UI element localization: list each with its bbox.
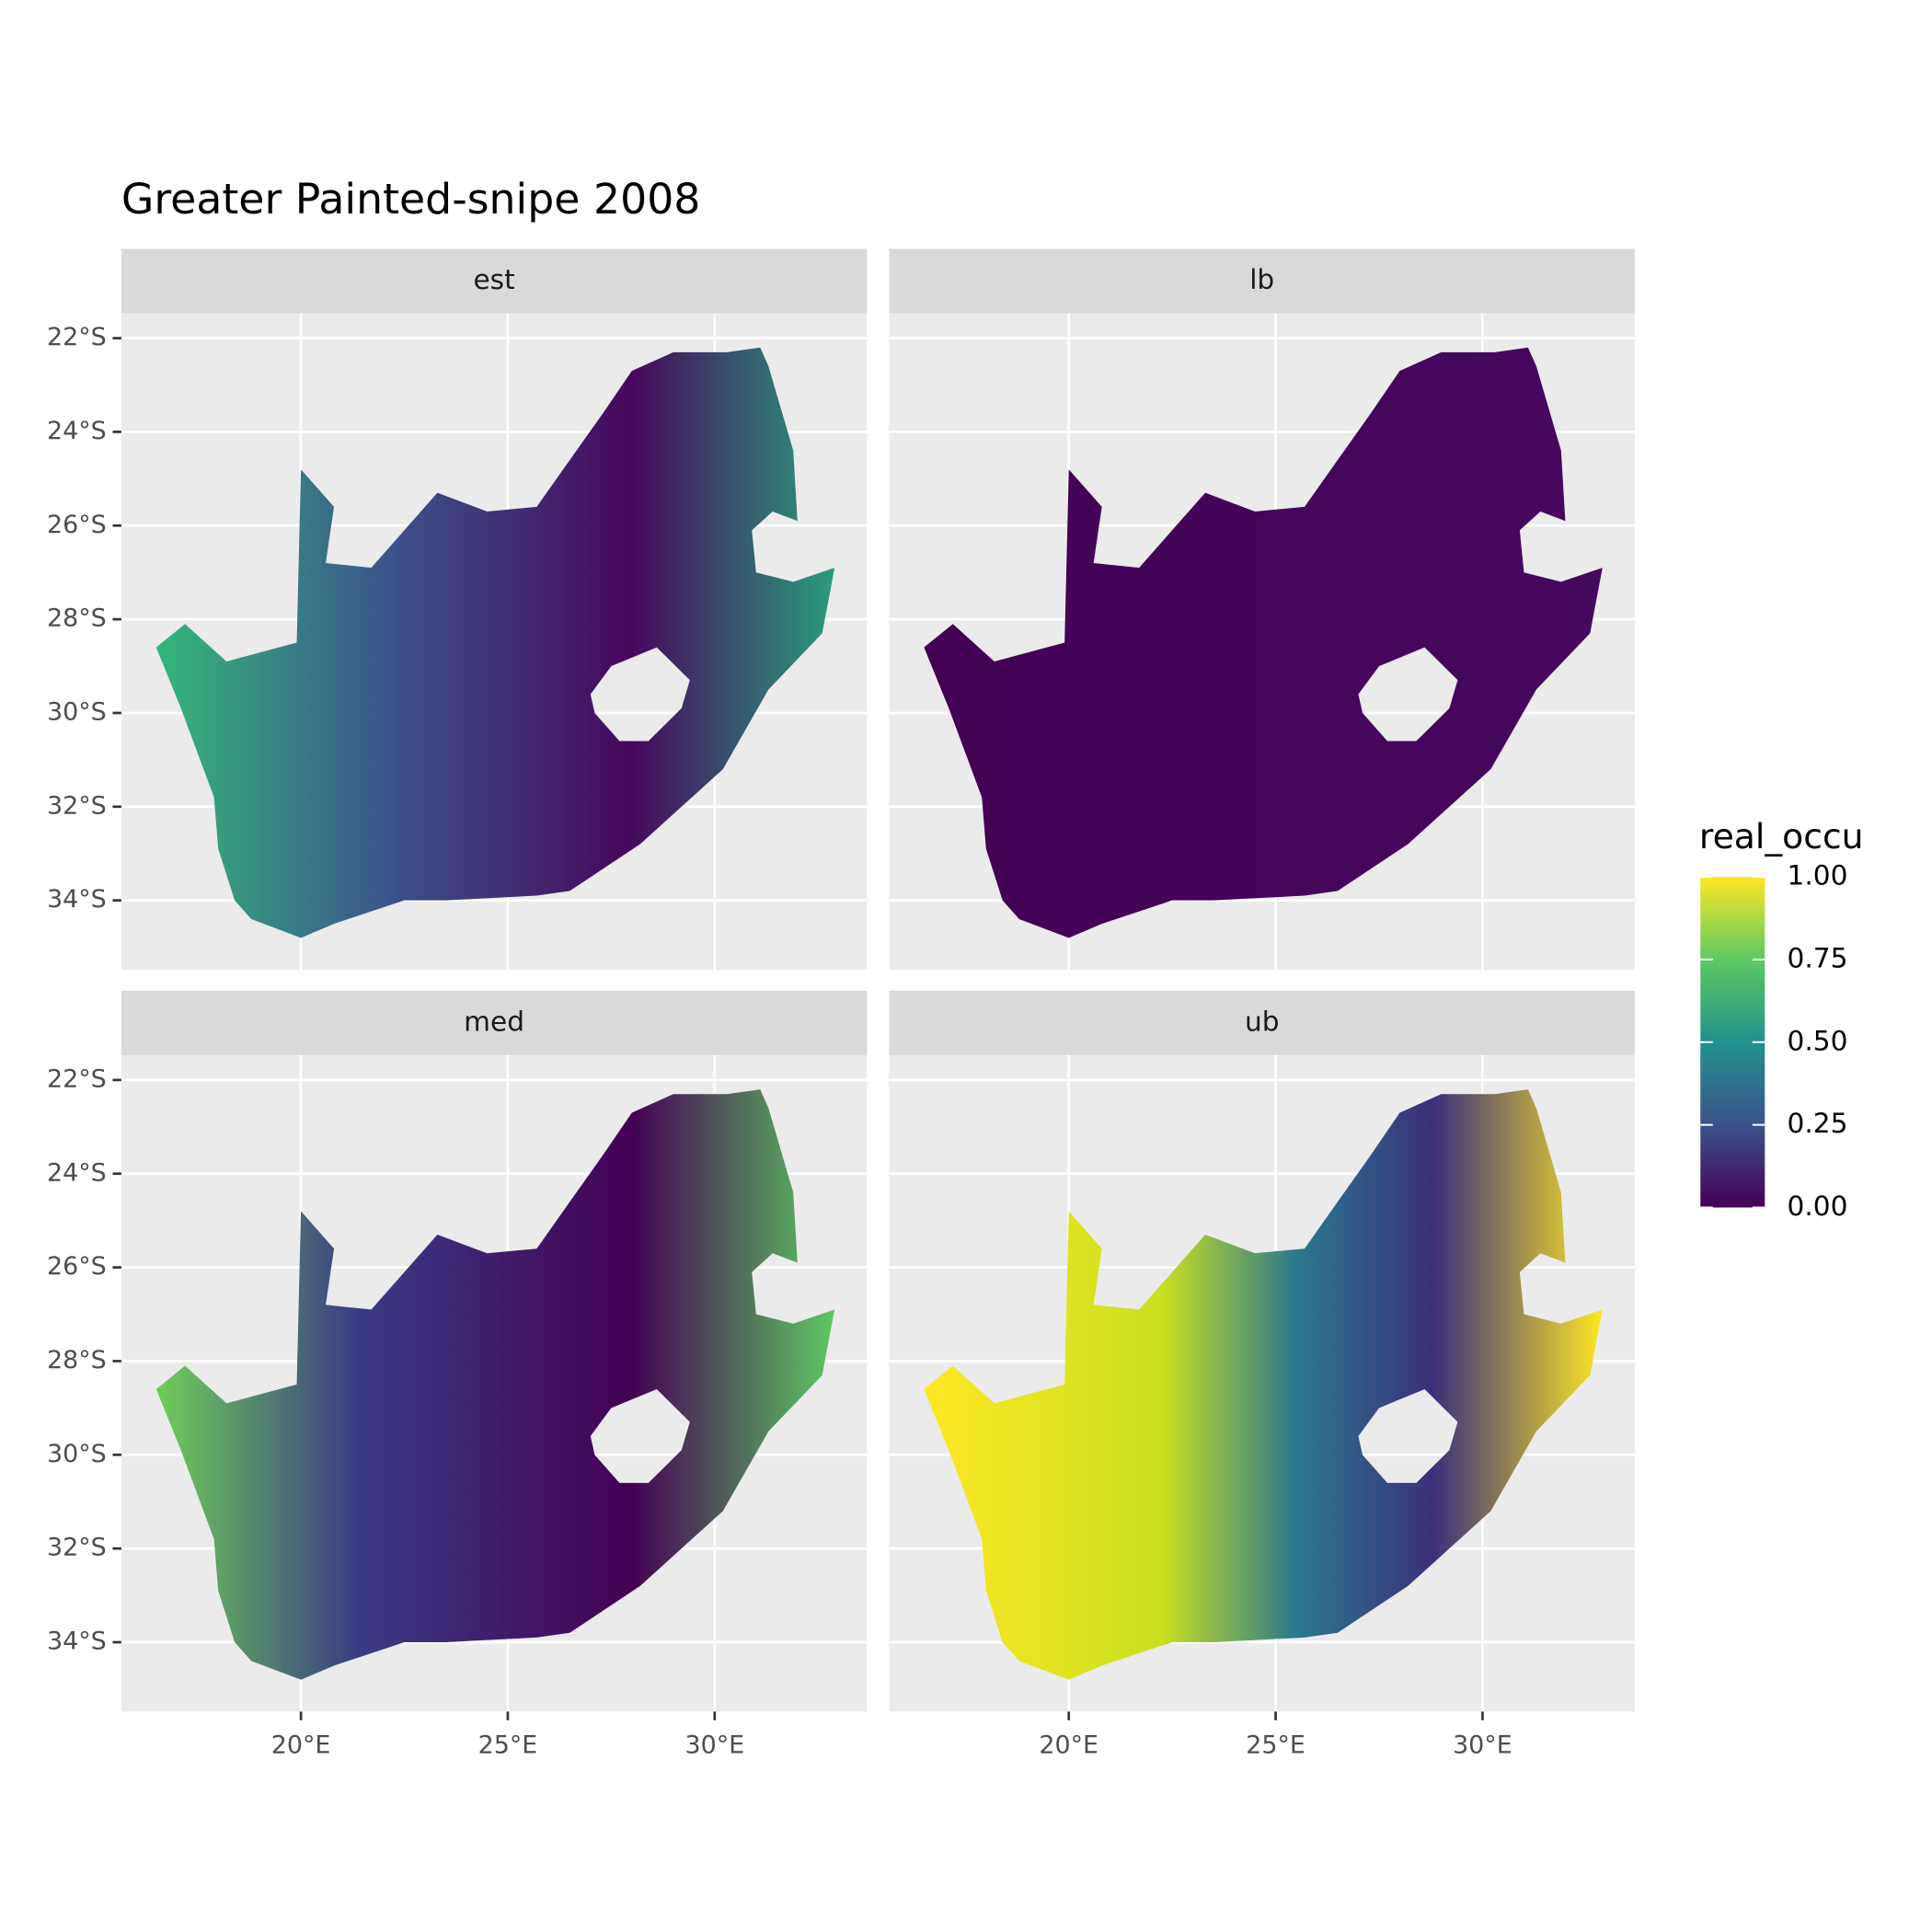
legend-label: 0.25 (1788, 1108, 1848, 1139)
strip-label: ub (1245, 1006, 1280, 1037)
legend-label: 0.50 (1788, 1025, 1848, 1056)
y-tick-label: 34°S (47, 1627, 107, 1656)
strip (889, 248, 1635, 314)
x-tick-label: 30°E (1453, 1731, 1512, 1760)
y-tick-label: 30°S (47, 697, 107, 726)
y-tick-label: 32°S (47, 791, 107, 820)
x-tick-label: 20°E (271, 1731, 331, 1760)
y-tick-label: 30°S (47, 1440, 107, 1468)
y-tick-label: 24°S (47, 417, 107, 445)
x-tick-label: 25°E (1246, 1731, 1305, 1760)
occupancy-raster (924, 347, 1603, 938)
y-tick-label: 26°S (47, 511, 107, 539)
strip-label: lb (1249, 264, 1274, 295)
y-tick-label: 26°S (47, 1252, 107, 1281)
occupancy-raster (924, 1089, 1603, 1680)
y-tick-label: 34°S (47, 885, 107, 914)
x-tick-label: 20°E (1039, 1731, 1098, 1760)
legend-label: 0.00 (1788, 1190, 1848, 1222)
strip-label: med (464, 1006, 524, 1037)
y-tick-label: 32°S (47, 1534, 107, 1562)
legend-label: 0.75 (1788, 942, 1848, 973)
strip (889, 990, 1635, 1055)
strip (121, 990, 868, 1055)
occupancy-raster (155, 347, 835, 938)
legend-label: 1.00 (1788, 860, 1848, 891)
occupancy-raster (155, 1089, 835, 1680)
y-tick-label: 28°S (47, 604, 107, 633)
y-tick-label: 22°S (47, 323, 107, 351)
legend-title: real_occu (1699, 816, 1864, 857)
strip (121, 248, 868, 314)
x-tick-label: 25°E (478, 1731, 538, 1760)
map-title: Greater Painted-snipe 2008 (121, 175, 701, 224)
y-tick-label: 24°S (47, 1158, 107, 1187)
y-tick-label: 22°S (47, 1064, 107, 1093)
strip-label: est (473, 264, 514, 295)
y-tick-label: 28°S (47, 1346, 107, 1374)
x-tick-label: 30°E (684, 1731, 744, 1760)
